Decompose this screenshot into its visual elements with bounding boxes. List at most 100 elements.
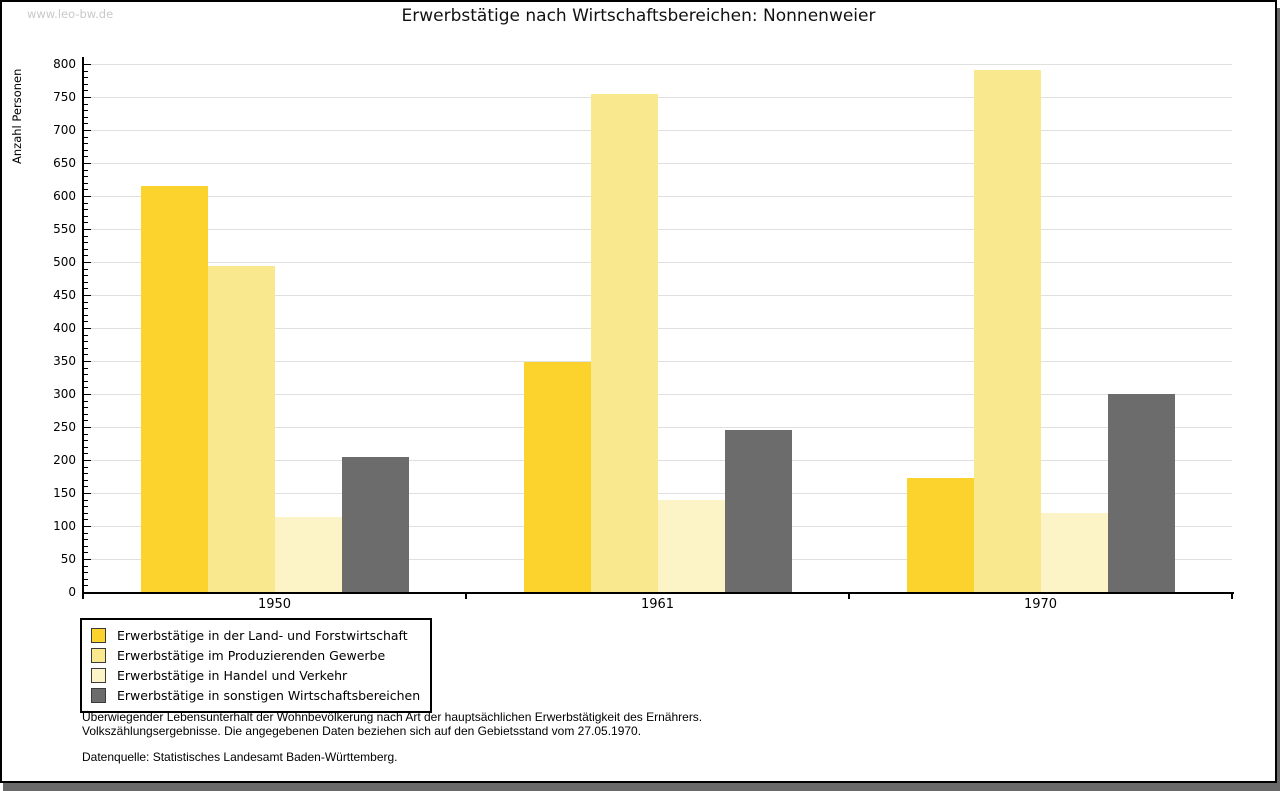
gridline — [83, 261, 1232, 263]
legend-swatch-2 — [91, 647, 106, 663]
bar-1950-series-3 — [274, 516, 342, 592]
legend-label-3: Erwerbstätige in Handel und Verkehr — [117, 667, 348, 683]
y-major-tick — [84, 361, 91, 362]
x-category-label: 1961 — [640, 597, 675, 612]
y-minor-tick — [84, 301, 88, 303]
y-minor-tick — [84, 552, 88, 554]
y-axis-line — [82, 57, 84, 594]
y-minor-tick — [84, 512, 88, 514]
y-minor-tick — [84, 70, 88, 72]
y-major-tick — [84, 295, 91, 296]
y-minor-tick — [84, 314, 88, 316]
y-minor-tick — [84, 288, 88, 290]
legend: Erwerbstätige in der Land- und Forstwirt… — [80, 618, 433, 713]
y-tick-label: 300 — [53, 387, 76, 401]
y-minor-tick — [84, 176, 88, 178]
y-minor-tick — [84, 420, 88, 422]
legend-item-1: Erwerbstätige in der Land- und Forstwirt… — [91, 625, 420, 645]
y-minor-tick — [84, 354, 88, 356]
y-minor-tick — [84, 202, 88, 204]
y-minor-tick — [84, 572, 88, 574]
y-minor-tick — [84, 334, 88, 336]
y-tick-label: 750 — [53, 90, 76, 104]
y-tick-label: 550 — [53, 222, 76, 236]
y-major-tick — [84, 229, 91, 230]
y-tick-label: 500 — [53, 255, 76, 269]
y-minor-tick — [84, 347, 88, 349]
y-minor-tick — [84, 578, 88, 580]
gridline — [83, 195, 1232, 197]
gridline — [83, 492, 1232, 494]
bar-1970-series-4 — [1107, 394, 1175, 592]
y-minor-tick — [84, 440, 88, 442]
watermark-link: www.leo-bw.de — [27, 7, 114, 21]
gridline — [83, 327, 1232, 329]
y-major-tick — [84, 328, 91, 329]
y-minor-tick — [84, 545, 88, 547]
chart-title: Erwerbstätige nach Wirtschaftsbereichen:… — [401, 6, 876, 26]
y-minor-tick — [84, 479, 88, 481]
legend-swatch-4 — [91, 687, 106, 703]
y-minor-tick — [84, 466, 88, 468]
bar-1950-series-4 — [341, 457, 409, 592]
y-minor-tick — [84, 387, 88, 389]
x-category-label: 1970 — [1023, 597, 1058, 612]
y-tick-label: 150 — [53, 486, 76, 500]
y-minor-tick — [84, 275, 88, 277]
y-minor-tick — [84, 380, 88, 382]
y-minor-tick — [84, 341, 88, 343]
legend-swatch-3 — [91, 667, 106, 683]
y-major-tick — [84, 460, 91, 461]
y-minor-tick — [84, 189, 88, 191]
y-minor-tick — [84, 433, 88, 435]
gridline — [83, 459, 1232, 461]
x-axis-line — [82, 592, 1234, 594]
y-minor-tick — [84, 539, 88, 541]
y-minor-tick — [84, 486, 88, 488]
x-boundary-tick — [1231, 594, 1233, 599]
y-minor-tick — [84, 446, 88, 448]
y-minor-tick — [84, 499, 88, 501]
bar-1961-series-2 — [590, 93, 658, 592]
gridline — [83, 294, 1232, 296]
y-minor-tick — [84, 407, 88, 409]
bar-1970-series-3 — [1040, 513, 1108, 592]
y-axis-label: Anzahl Personen — [10, 68, 24, 164]
footnote: Überwiegender Lebensunterhalt der Wohnbe… — [82, 710, 702, 738]
bar-1961-series-3 — [657, 499, 725, 592]
y-minor-tick — [84, 209, 88, 211]
y-major-tick — [84, 130, 91, 131]
legend-label-4: Erwerbstätige in sonstigen Wirtschaftsbe… — [117, 687, 421, 703]
gridline — [83, 96, 1232, 98]
y-minor-tick — [84, 506, 88, 508]
y-minor-tick — [84, 374, 88, 376]
bar-1950-series-1 — [140, 186, 208, 592]
y-minor-tick — [84, 215, 88, 217]
y-minor-tick — [84, 321, 88, 323]
y-minor-tick — [84, 519, 88, 521]
y-minor-tick — [84, 169, 88, 171]
gridline — [83, 162, 1232, 164]
y-minor-tick — [84, 268, 88, 270]
y-minor-tick — [84, 255, 88, 257]
x-boundary-tick — [848, 594, 850, 599]
gridline — [83, 393, 1232, 395]
y-minor-tick — [84, 367, 88, 369]
legend-label-2: Erwerbstätige im Produzierenden Gewerbe — [117, 647, 386, 663]
y-tick-label: 0 — [68, 585, 76, 599]
bar-1950-series-2 — [207, 265, 275, 592]
gridline — [83, 360, 1232, 362]
y-minor-tick — [84, 281, 88, 283]
y-minor-tick — [84, 136, 88, 138]
y-minor-tick — [84, 242, 88, 244]
legend-label-1: Erwerbstätige in der Land- und Forstwirt… — [117, 627, 408, 643]
y-minor-tick — [84, 248, 88, 250]
y-minor-tick — [84, 116, 88, 118]
source-note: Datenquelle: Statistisches Landesamt Bad… — [82, 750, 398, 764]
x-boundary-tick — [465, 594, 467, 599]
y-minor-tick — [84, 103, 88, 105]
y-major-tick — [84, 394, 91, 395]
y-tick-label: 350 — [53, 354, 76, 368]
legend-item-4: Erwerbstätige in sonstigen Wirtschaftsbe… — [91, 685, 420, 705]
